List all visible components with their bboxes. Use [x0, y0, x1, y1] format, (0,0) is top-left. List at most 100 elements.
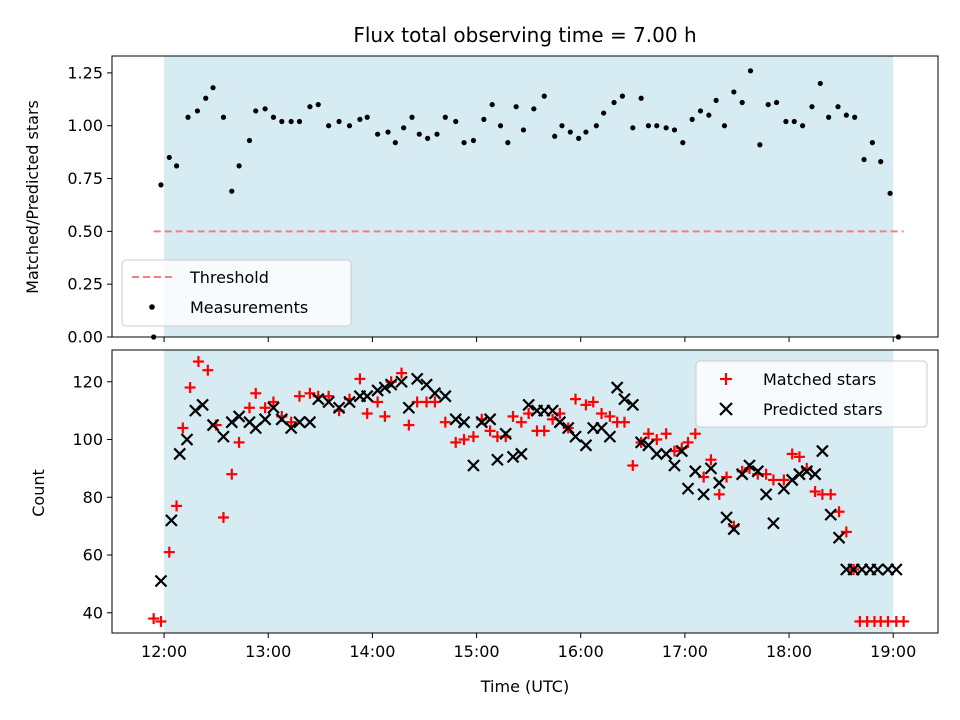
measurement-point — [747, 68, 754, 74]
matched-star-point — [786, 448, 798, 460]
matched-star-point — [396, 367, 408, 379]
measurement-point — [861, 156, 867, 163]
measurement-point — [336, 118, 342, 125]
predicted-star-point — [449, 413, 463, 426]
measurement-point — [246, 137, 253, 144]
measurement-point — [638, 95, 644, 101]
measurement-point — [630, 125, 636, 131]
bottom-y-ticks: 40 60 80 100 120 — [72, 372, 112, 622]
predicted-star-point — [284, 421, 298, 435]
matched-star-point — [379, 410, 391, 422]
predicted-star-point — [378, 381, 392, 394]
top-ytick-label: 0.25 — [67, 275, 103, 294]
matched-star-point — [825, 488, 837, 500]
measurement-point — [663, 125, 669, 131]
predicted-star-point — [410, 372, 424, 386]
measurement-point — [279, 118, 285, 125]
measurement-point — [229, 188, 235, 194]
measurement-point — [843, 112, 849, 118]
matched-star-point — [507, 410, 519, 422]
matched-star-point — [642, 428, 654, 440]
matched-star-point — [604, 410, 616, 422]
matched-star-point — [713, 488, 725, 500]
measurement-point — [869, 140, 875, 146]
measurement-point — [505, 140, 511, 146]
matched-star-point — [458, 434, 470, 446]
measurement-point — [326, 123, 332, 129]
top-panel: 0.00 0.25 0.50 0.75 1.00 1.25 Matched/Predict… — [23, 55, 939, 347]
measurement-point — [270, 114, 277, 120]
matched-star-point — [898, 615, 910, 627]
matched-star-point — [618, 416, 630, 428]
bottom-xtick-label: 12:00 — [141, 642, 187, 661]
measurement-point — [552, 133, 558, 139]
measurement-point — [357, 116, 363, 122]
matched-star-point — [372, 396, 384, 408]
measurement-point — [541, 93, 547, 99]
matched-star-point — [515, 416, 527, 428]
predicted-star-point — [626, 398, 640, 412]
predicted-star-point — [303, 415, 317, 429]
bottom-ytick-label: 60 — [83, 546, 103, 565]
measurement-point — [731, 89, 737, 95]
predicted-star-point — [712, 476, 726, 490]
matched-star-point — [403, 419, 415, 431]
matched-star-point — [760, 468, 772, 480]
matched-star-point — [293, 390, 305, 402]
measurement-point — [425, 135, 431, 141]
predicted-star-point — [395, 375, 408, 389]
matched-star-point — [689, 428, 701, 440]
top-ytick-label: 0.75 — [67, 169, 103, 188]
measurement-point — [203, 95, 209, 101]
legend-predicted-swatch — [719, 402, 733, 416]
matched-star-point — [538, 425, 550, 437]
measurement-point — [262, 106, 268, 112]
bottom-panel: 40 60 80 100 120 12:00 13:00 14:00 15:00 16:00 17… — [29, 349, 939, 696]
bottom-xtick-label: 13:00 — [245, 642, 291, 661]
predicted-star-point — [689, 465, 702, 478]
measurement-point — [409, 114, 415, 120]
predicted-star-point — [697, 488, 710, 501]
measurement-point — [878, 159, 884, 165]
matched-star-point — [660, 428, 672, 440]
measurement-point — [739, 99, 745, 106]
measurement-point — [307, 104, 313, 110]
bottom-axes-frame — [111, 349, 939, 634]
measurement-point — [773, 99, 780, 106]
measurement-point — [601, 110, 607, 116]
measurement-point — [576, 135, 582, 141]
matched-star-point — [259, 402, 271, 414]
predicted-star-point — [871, 563, 884, 576]
matched-star-point — [439, 416, 451, 428]
measurement-point — [826, 114, 832, 120]
bottom-ytick-label: 80 — [83, 488, 103, 507]
predicted-star-point — [569, 430, 582, 443]
top-legend: Threshold Measurements — [121, 259, 352, 327]
measurement-point — [461, 140, 467, 146]
legend-matched-swatch — [720, 373, 732, 385]
measurement-point — [166, 154, 172, 161]
matched-star-point — [596, 408, 608, 420]
measurement-point — [559, 123, 565, 129]
predicted-star-point — [808, 467, 822, 481]
matched-star-point — [484, 425, 496, 437]
bottom-y-axis-label: Count — [29, 469, 48, 517]
bottom-xtick-label: 19:00 — [870, 642, 916, 661]
measurement-point — [434, 131, 440, 137]
predicted-star-point — [668, 459, 681, 472]
predicted-star-point — [832, 531, 846, 544]
predicted-star-point — [232, 410, 246, 423]
predicted-star-point — [332, 401, 346, 415]
top-x-ticks — [163, 337, 894, 342]
matched-star-point — [840, 526, 852, 538]
measurement-point — [288, 118, 294, 125]
predicted-star-point — [322, 395, 335, 409]
predicted-star-point — [890, 563, 903, 576]
matched-star-point — [171, 500, 183, 512]
measurement-point — [481, 116, 487, 122]
matched-star-point — [285, 416, 297, 428]
predicted-star-point — [506, 450, 520, 464]
predicted-star-point — [483, 413, 497, 426]
bottom-xtick-label: 15:00 — [454, 642, 500, 661]
